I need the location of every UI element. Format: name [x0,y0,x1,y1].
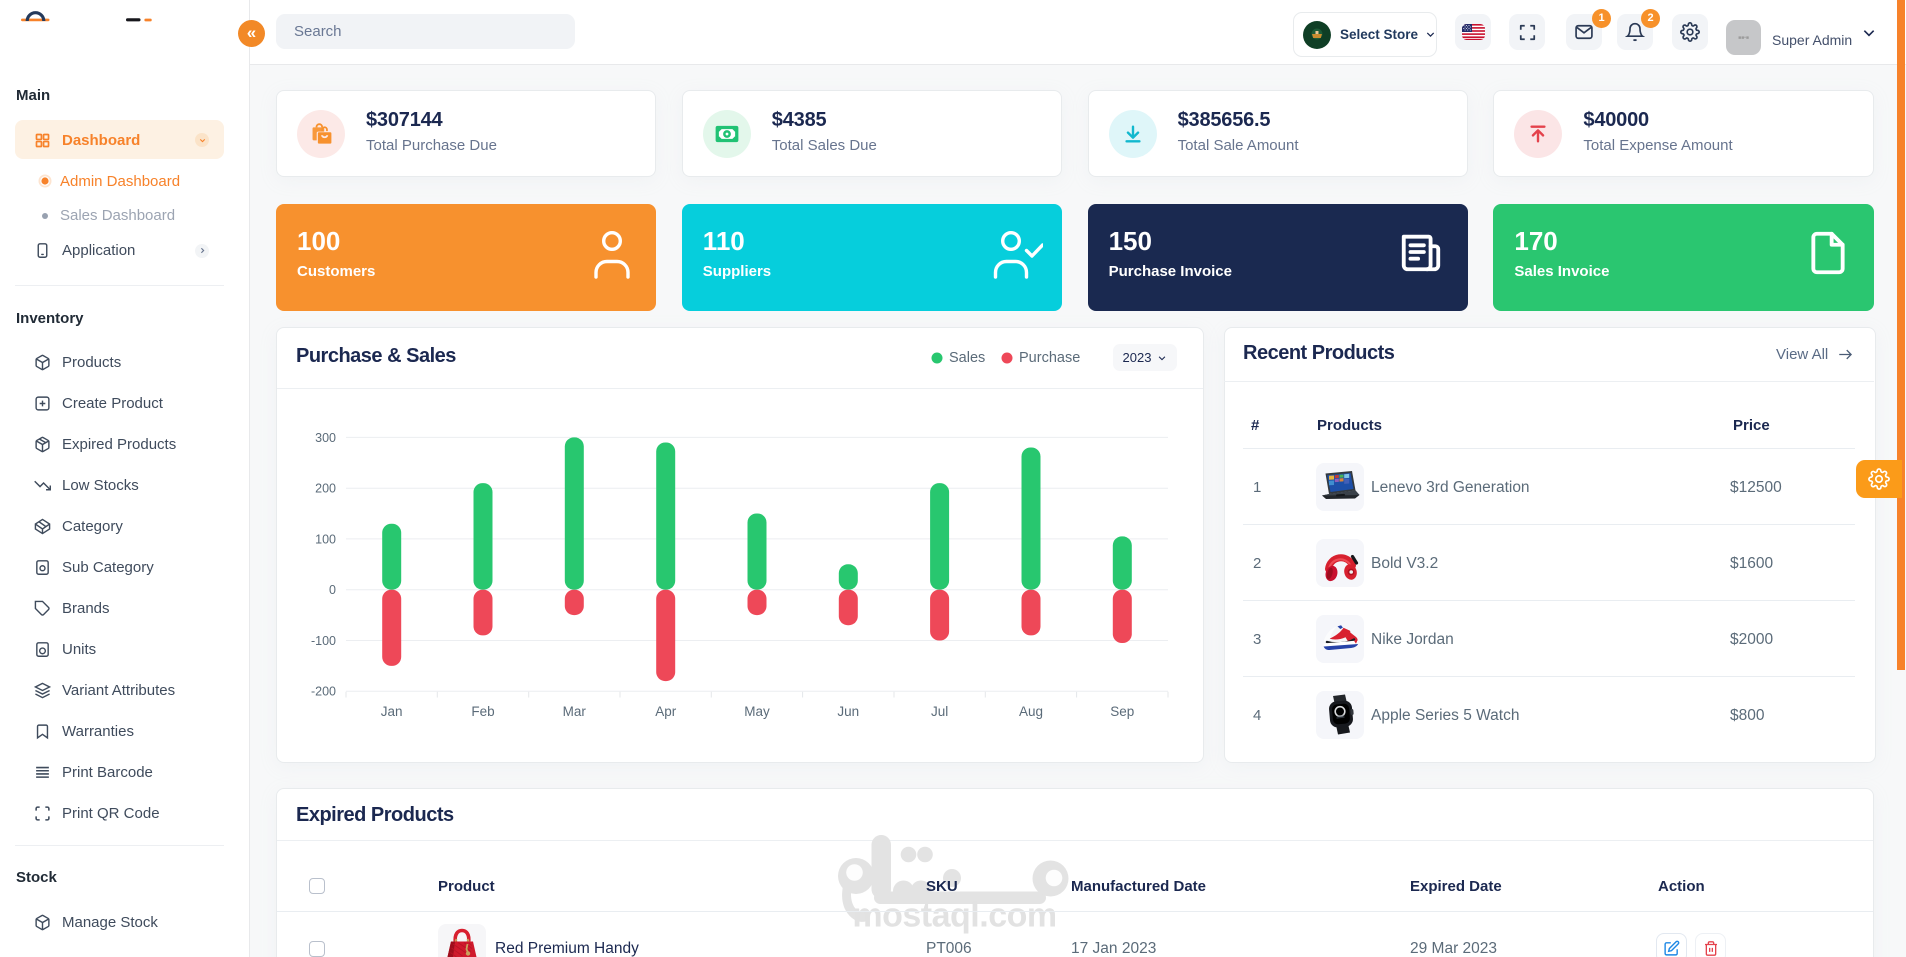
svg-text:Jan: Jan [381,704,403,719]
svg-text:100: 100 [315,532,336,546]
svg-text:-200: -200 [311,685,336,699]
svg-text:-100: -100 [311,634,336,648]
svg-text:200: 200 [315,482,336,496]
svg-text:Sep: Sep [1110,704,1134,719]
svg-text:Feb: Feb [471,704,494,719]
svg-text:mostaql.com: mostaql.com [852,897,1056,935]
svg-text:300: 300 [315,431,336,445]
svg-text:Mar: Mar [563,704,587,719]
svg-text:May: May [744,704,770,719]
svg-text:Jun: Jun [837,704,859,719]
svg-text:0: 0 [329,583,336,597]
svg-text:Jul: Jul [931,704,948,719]
svg-text:Apr: Apr [655,704,677,719]
svg-text:Aug: Aug [1019,704,1043,719]
